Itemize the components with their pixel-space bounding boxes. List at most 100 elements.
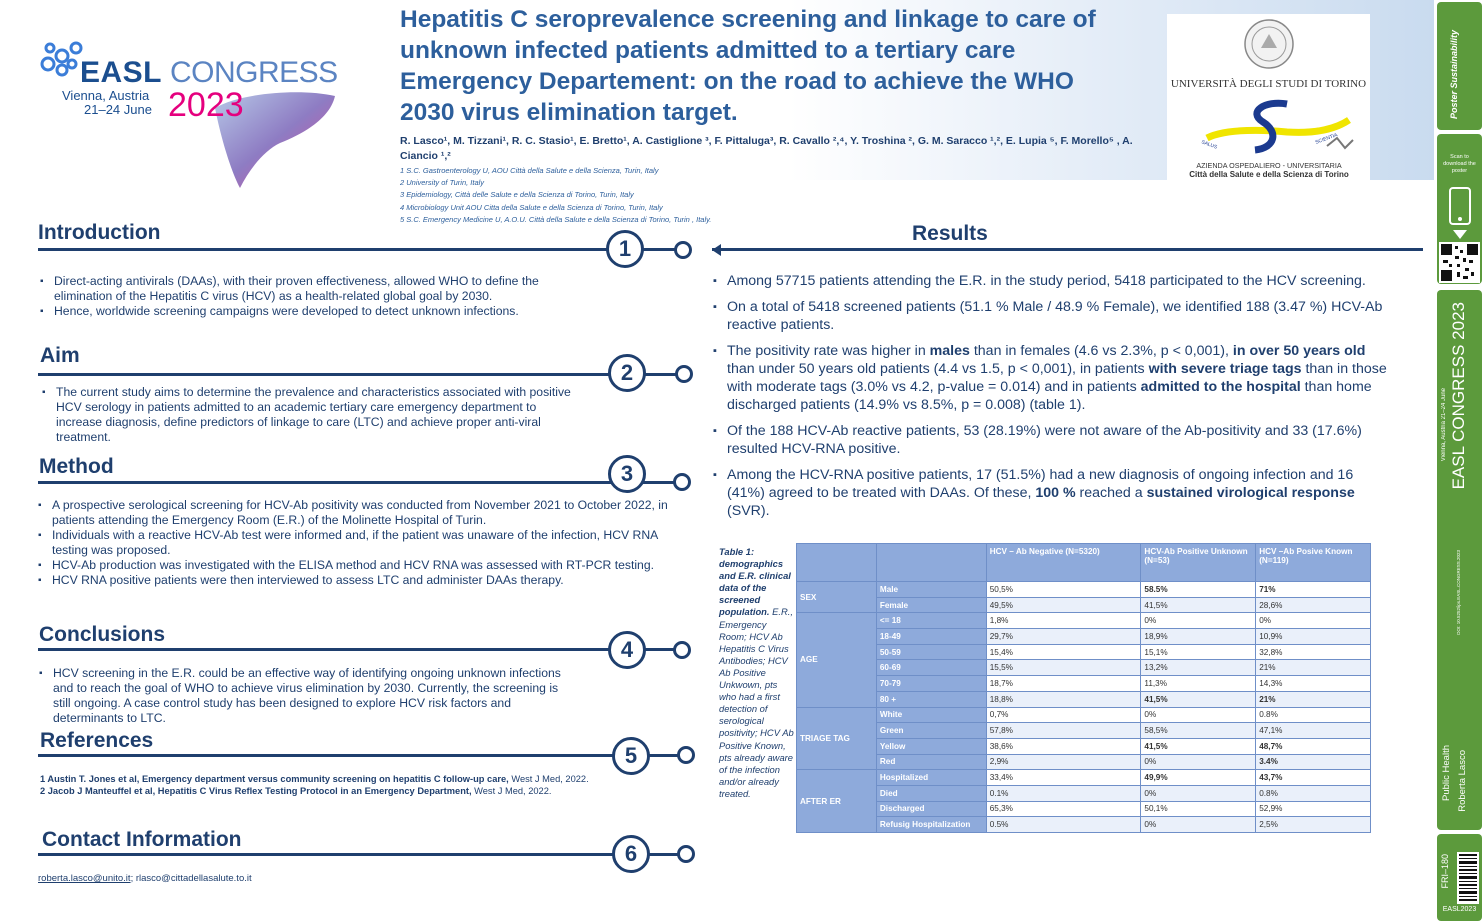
result-text: On a total of 5418 screened patients (51… — [727, 299, 1383, 333]
doi-label: DOI: 10.5252/ips.EASL.CONGRESS.2023 — [1456, 550, 1461, 635]
reference-citation: 2 Jacob J Manteuffel et al, Hepatitis C … — [40, 786, 472, 796]
section-number-badge: 6 — [612, 835, 650, 873]
introduction-bullets: Direct-acting antivirals (DAAs), with th… — [40, 274, 600, 319]
references-title: References — [40, 729, 154, 752]
table-row: Female 49,5% 41,5% 28,6% — [797, 596, 1371, 614]
right-sidebar: Poster Sustainability Scan to download t… — [1437, 0, 1484, 921]
list-item: Individuals with a reactive HCV-Ab test … — [38, 528, 678, 558]
section-number-badge: 1 — [606, 230, 644, 268]
logo-year: 2023 — [168, 86, 244, 124]
abstract-code: FRI–180 — [1440, 854, 1450, 889]
contact-email-link[interactable]: roberta.lasco@unito.it — [38, 873, 131, 884]
list-item: Direct-acting antivirals (DAAs), with th… — [40, 274, 600, 304]
result-highlight: males — [929, 343, 970, 359]
table-row: Died 0.1% 0% 0.8% — [797, 784, 1371, 802]
university-seal-icon — [1244, 19, 1294, 69]
table-cell: 58,5% — [1140, 722, 1257, 739]
download-panel: Scan to download the poster — [1437, 134, 1482, 284]
reference-list: 1 Austin T. Jones et al, Emergency depar… — [40, 773, 600, 797]
qr-code[interactable] — [1439, 242, 1480, 283]
table-row: 80 +18,8% 41,5% 21% — [797, 690, 1371, 708]
section-divider — [38, 248, 678, 251]
method-title: Method — [39, 455, 114, 478]
section-number-badge: 5 — [612, 737, 650, 775]
result-highlight: with severe triage tags — [1148, 361, 1302, 377]
table-row: AGE <= 18 1,8% 0% 0% — [796, 612, 1371, 708]
section-number-badge: 4 — [608, 631, 646, 669]
congress-label: EASL CONGRESS 2023 — [1449, 302, 1468, 490]
list-item: Hence, worldwide screening campaigns wer… — [40, 304, 600, 319]
contact-email-alt: ; rlasco@cittadellasalute.to.it — [130, 873, 252, 884]
table-row: 60-69 15,5% 13,2% 21% — [797, 659, 1371, 677]
scan-instruction: Scan to download the poster — [1443, 154, 1476, 174]
table-row-label: Male — [875, 581, 987, 598]
topic-label: Public Health — [1441, 745, 1452, 801]
table-group-label: SEX — [796, 580, 877, 614]
section-number-badge: 3 — [608, 455, 646, 493]
table-cell: 71% — [1255, 581, 1371, 598]
table-cell: 33,4% — [985, 769, 1142, 786]
table-row-label: Refusig Hospitalization — [875, 816, 987, 833]
logo-dates: 21–24 June — [84, 102, 152, 117]
table-group-label: TRIAGE TAG — [796, 706, 877, 771]
result-item: Among 57715 patients attending the E.R. … — [713, 272, 1393, 290]
table-row: 50-59 15,4% 15,1% 32,8% — [797, 643, 1371, 661]
table-cell: 50,1% — [1140, 800, 1257, 818]
logo-congress: CONGRESS — [170, 56, 338, 89]
sustainability-badge: Poster Sustainability — [1437, 2, 1482, 130]
result-text: Of the 188 HCV-Ab reactive patients, 53 … — [727, 423, 1362, 457]
section-divider — [38, 481, 680, 484]
table-cell: 32,8% — [1255, 643, 1371, 661]
connector-ring-icon — [675, 365, 693, 383]
results-title: Results — [912, 222, 988, 245]
table-cell: 41,5% — [1140, 596, 1257, 614]
table-cell: 21% — [1255, 690, 1371, 708]
congress-panel: EASL CONGRESS 2023 Vienna, Austria 21–24… — [1437, 290, 1482, 830]
result-item: The positivity rate was higher in males … — [713, 342, 1393, 414]
connector-ring-icon — [674, 241, 692, 259]
table-cell: 18,8% — [985, 690, 1142, 708]
table-cell: 29,7% — [985, 628, 1142, 645]
result-text: Among the HCV-RNA positive patients, 17 … — [727, 467, 1354, 501]
table-cell: 1,8% — [985, 612, 1142, 630]
university-logo: UNIVERSITÀ DEGLI STUDI DI TORINO SALUS S… — [1167, 14, 1370, 180]
table-row-label: Discharged — [875, 800, 987, 818]
table-cell: 10,9% — [1255, 628, 1371, 645]
table-cell: 52,9% — [1255, 800, 1371, 818]
introduction-title: Introduction — [38, 221, 161, 244]
result-item: Of the 188 HCV-Ab reactive patients, 53 … — [713, 422, 1393, 458]
presenter-label: Roberta Lasco — [1457, 750, 1468, 812]
result-item: On a total of 5418 screened patients (51… — [713, 298, 1393, 334]
aim-bullets: The current study aims to determine the … — [42, 385, 582, 445]
easl-congress-logo: EASL CONGRESS Vienna, Austria 21–24 June… — [0, 0, 400, 200]
affiliation: 1 S.C. Gastroenterology U, AOU Città del… — [400, 166, 659, 175]
table-cell: 41,5% — [1140, 737, 1257, 755]
hexagon-cluster-icon — [40, 41, 83, 77]
table-cell: 0% — [1140, 784, 1257, 802]
table-cell: 11,3% — [1140, 675, 1257, 692]
table-cell: 57,8% — [985, 722, 1142, 739]
reference-source: West J Med, 2022. — [508, 774, 589, 784]
university-name: UNIVERSITÀ DEGLI STUDI DI TORINO — [1170, 78, 1367, 90]
result-text: (SVR). — [727, 503, 770, 519]
table-row: 70-79 18,7% 11,3% 14,3% — [797, 675, 1371, 692]
result-item: Among the HCV-RNA positive patients, 17 … — [713, 466, 1393, 520]
table-row: TRIAGE TAG White 0,7% 0% 0.8% — [796, 706, 1371, 771]
result-text: than in females (4.6 vs 2.3%, p < 0,001)… — [969, 343, 1233, 359]
table-header-cell: HCV-Ab Positive Unknown (N=53) — [1140, 543, 1257, 582]
table-cell: 47,1% — [1255, 722, 1371, 739]
section-divider — [38, 373, 678, 376]
table-row: Discharged 65,3% 50,1% 52,9% — [797, 800, 1371, 818]
list-item: The current study aims to determine the … — [42, 385, 582, 445]
section-divider — [38, 754, 680, 757]
table-row-label: Female — [875, 596, 987, 614]
table-cell: 0% — [1140, 816, 1257, 833]
table-cell: 0.1% — [985, 784, 1142, 802]
reference-citation: 1 Austin T. Jones et al, Emergency depar… — [40, 774, 509, 784]
poster-title: Hepatitis C seroprevalence screening and… — [400, 6, 1096, 126]
affiliation: 2 University of Turin, Italy — [400, 178, 485, 188]
section-divider — [38, 648, 680, 651]
barcode — [1457, 852, 1479, 904]
conclusions-bullets: HCV screening in the E.R. could be an ef… — [39, 666, 579, 726]
result-text: Among 57715 patients attending the E.R. … — [727, 273, 1366, 289]
